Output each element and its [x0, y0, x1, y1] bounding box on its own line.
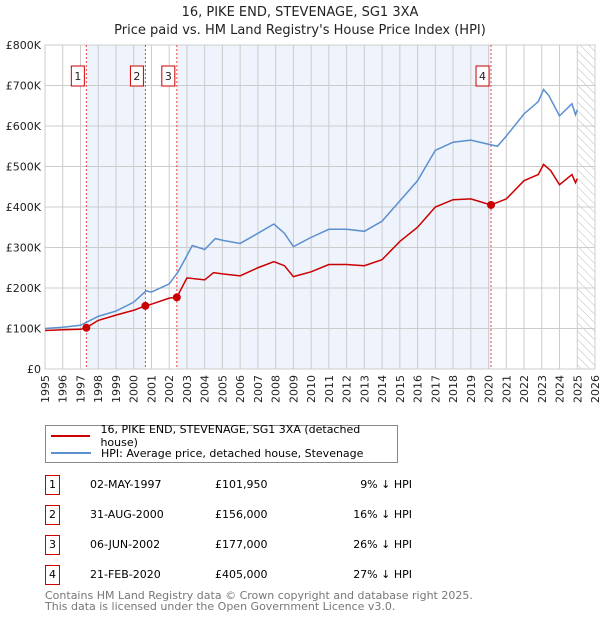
y-tick-label: £800K [6, 39, 42, 52]
series-line [44, 163, 578, 332]
x-tick-label: 1998 [92, 375, 105, 403]
sale-label: 2 [133, 70, 140, 83]
legend-swatch-blue [51, 452, 91, 454]
sale-price: £177,000 [215, 538, 268, 551]
sale-label-box [70, 65, 85, 87]
sale-number: 4 [45, 565, 60, 585]
x-tick-label: 2019 [465, 375, 478, 403]
sale-label: 4 [479, 70, 486, 83]
sale-point [141, 301, 150, 310]
y-tick-label: £600K [6, 120, 42, 133]
sale-price: £156,000 [215, 508, 268, 521]
x-tick-label: 2017 [429, 375, 442, 403]
sale-point [487, 200, 496, 209]
footer-line: This data is licensed under the Open Gov… [45, 600, 396, 613]
x-tick-label: 1996 [57, 375, 70, 403]
hpi-diff: 9% ↓ HPI [360, 478, 412, 491]
x-tick-label: 2018 [447, 375, 460, 403]
sale-number: 1 [45, 475, 60, 495]
sale-date: 21-FEB-2020 [90, 568, 161, 581]
x-tick-label: 2011 [323, 375, 336, 403]
x-tick-label: 1999 [110, 375, 123, 403]
hpi-diff: 26% ↓ HPI [353, 538, 412, 551]
x-tick-label: 2014 [376, 375, 389, 403]
series-line [44, 88, 578, 330]
sale-label: 3 [165, 70, 172, 83]
sale-date: 02-MAY-1997 [90, 478, 162, 491]
footer: Contains HM Land Registry data © Crown c… [45, 590, 473, 612]
y-tick-label: £300K [6, 242, 42, 255]
sale-label-box [475, 65, 490, 87]
sale-number: 3 [45, 535, 60, 555]
y-tick-label: £500K [6, 161, 42, 174]
plot-area: 1995 1996 1997 1998 1999 2000 2001 2002 2003 2004… [6, 39, 600, 403]
y-tick-label: £400K [6, 201, 42, 214]
y-tick-label: £200K [6, 282, 42, 295]
x-tick-label: 2004 [199, 375, 212, 403]
x-tick-label: 2006 [234, 375, 247, 403]
sale-row: 2 31-AUG-2000 £156,000 16% ↓ HPI [45, 505, 425, 525]
sale-label: 1 [74, 70, 81, 83]
chart-subtitle: Price paid vs. HM Land Registry's House … [114, 23, 486, 38]
x-tick-label: 2024 [554, 375, 567, 403]
sale-point [172, 293, 181, 302]
legend-swatch-red [51, 435, 91, 437]
x-tick-label: 2013 [358, 375, 371, 403]
legend-label: HPI: Average price, detached house, Stev… [101, 446, 364, 460]
sale-row: 4 21-FEB-2020 £405,000 27% ↓ HPI [45, 565, 425, 585]
x-tick-label: 2007 [252, 375, 265, 403]
chart-title: 16, PIKE END, STEVENAGE, SG1 3XA [181, 5, 419, 20]
legend-item-hpi: HPI: Average price, detached house, Stev… [51, 445, 363, 461]
x-tick-label: 1995 [39, 375, 52, 403]
sale-price: £405,000 [215, 568, 268, 581]
legend-label: 16, PIKE END, STEVENAGE, SG1 3XA (detach… [100, 423, 361, 449]
legend-item-price: 16, PIKE END, STEVENAGE, SG1 3XA (detach… [51, 423, 397, 449]
x-tick-label: 2020 [483, 375, 496, 403]
sale-row: 1 02-MAY-1997 £101,950 9% ↓ HPI [45, 475, 425, 495]
x-tick-label: 2009 [287, 375, 300, 403]
x-tick-label: 2003 [181, 375, 194, 403]
sale-row: 3 06-JUN-2002 £177,000 26% ↓ HPI [45, 535, 425, 555]
x-tick-label: 1997 [74, 375, 87, 403]
sale-price: £101,950 [215, 478, 268, 491]
x-tick-label: 2021 [500, 375, 513, 403]
x-tick-label: 2008 [270, 375, 283, 403]
sale-point [82, 323, 91, 332]
x-tick-label: 2005 [216, 375, 229, 403]
x-tick-label: 2010 [305, 375, 318, 403]
x-tick-label: 2015 [394, 375, 407, 403]
x-tick-label: 2023 [536, 375, 549, 403]
sale-date: 06-JUN-2002 [90, 538, 161, 551]
x-tick-label: 2025 [571, 375, 584, 403]
sale-label-box [129, 65, 144, 87]
x-tick-label: 2002 [163, 375, 176, 403]
y-tick-label: £0 [27, 363, 41, 376]
legend: 16, PIKE END, STEVENAGE, SG1 3XA (detach… [45, 423, 398, 463]
footer-line: Contains HM Land Registry data © Crown c… [45, 589, 473, 602]
sale-number: 2 [45, 505, 60, 525]
sale-date: 31-AUG-2000 [90, 508, 164, 521]
sale-label-box [161, 65, 176, 87]
hpi-diff: 16% ↓ HPI [353, 508, 412, 521]
x-tick-label: 2012 [341, 375, 354, 403]
x-tick-label: 2000 [128, 375, 141, 403]
plot-border [44, 44, 596, 370]
hpi-diff: 27% ↓ HPI [353, 568, 412, 581]
x-tick-label: 2026 [589, 375, 600, 403]
y-tick-label: £100K [6, 323, 42, 336]
x-tick-label: 2001 [145, 375, 158, 403]
x-tick-label: 2016 [412, 375, 425, 403]
y-tick-label: £700K [6, 80, 42, 93]
x-tick-label: 2022 [518, 375, 531, 403]
